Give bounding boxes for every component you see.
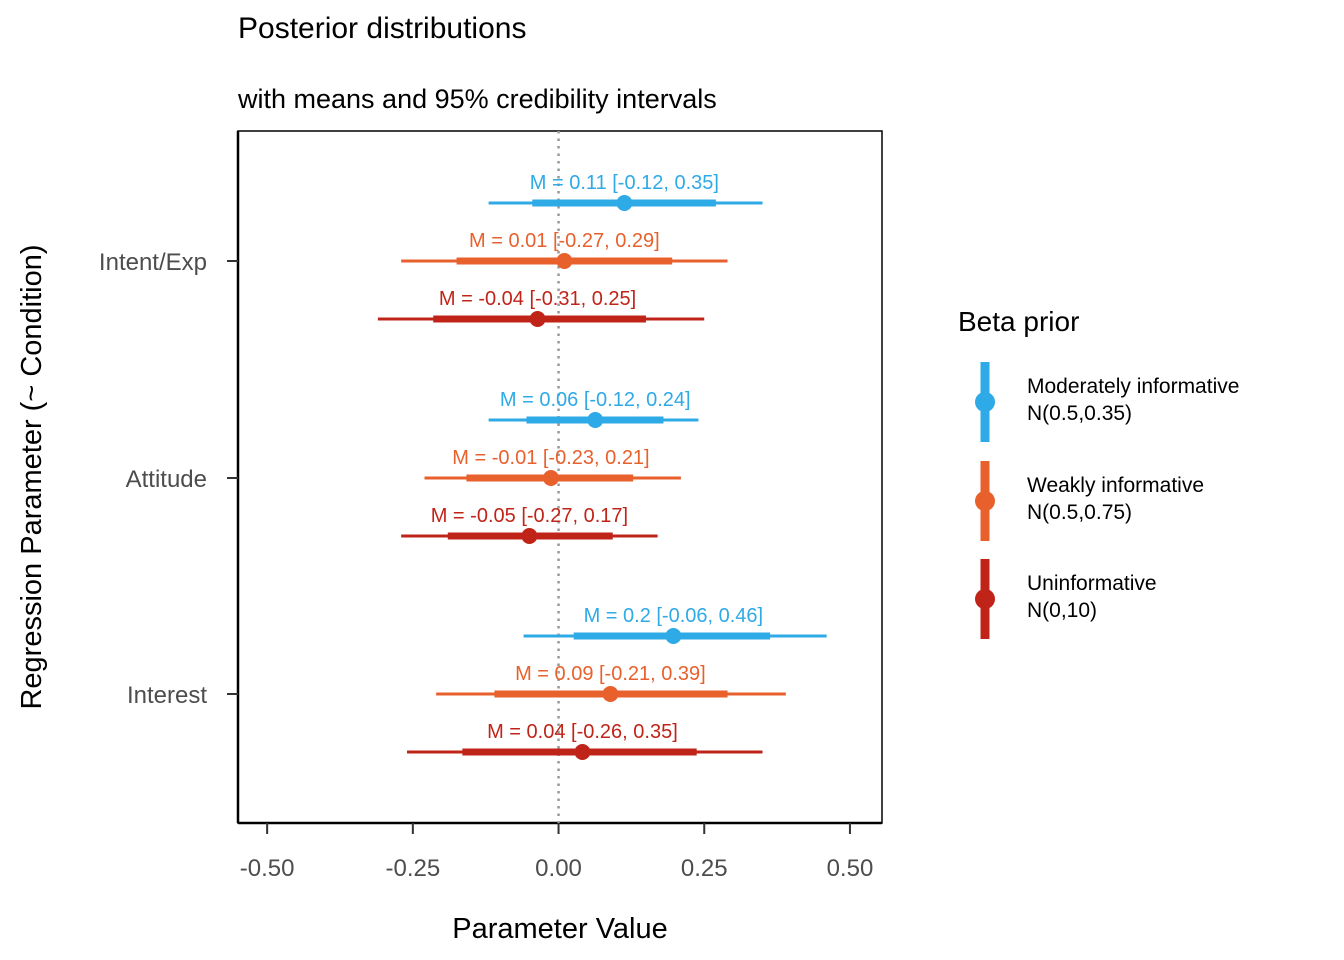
x-tick-label: 0.25: [681, 855, 728, 882]
data-label-interest: M = 0.2 [-0.06, 0.46]: [584, 605, 764, 627]
series-moderately-informative: M = 0.11 [-0.12, 0.35] M = 0.06 [-0.12, 0…: [488, 172, 827, 644]
data-label-intent-exp: M = -0.04 [-0.31, 0.25]: [439, 288, 636, 310]
data-label-interest: M = 0.04 [-0.26, 0.35]: [487, 721, 678, 743]
mean-point-attitude: [587, 412, 604, 428]
mean-point-intent-exp: [556, 253, 573, 269]
legend-label-moderately-informative: Moderately informative: [1027, 375, 1240, 398]
legend-key-moderately-informative: [975, 362, 995, 442]
mean-point-intent-exp: [529, 311, 546, 327]
legend-label-prior-moderately-informative: N(0.5,0.35): [1027, 402, 1133, 425]
y-tick-label: Intent/Exp: [99, 249, 207, 276]
legend-key-uninformative: [975, 559, 995, 639]
legend-key-weakly-informative: [975, 461, 995, 541]
mean-point-attitude: [542, 470, 559, 486]
data-label-attitude: M = 0.06 [-0.12, 0.24]: [500, 389, 691, 411]
data-label-intent-exp: M = 0.01 [-0.27, 0.29]: [469, 230, 660, 252]
y-tick-label: Attitude: [126, 466, 207, 493]
x-tick-label: 0.00: [535, 855, 582, 882]
mean-point-interest: [665, 628, 682, 644]
series-uninformative: M = -0.04 [-0.31, 0.25] M = -0.05 [-0.27,…: [377, 288, 763, 760]
x-tick-label: 0.50: [827, 855, 874, 882]
y-axis-title: Regression Parameter (~ Condition): [16, 244, 48, 709]
legend-item-moderately-informative: Moderately informative N(0.5,0.35): [968, 360, 1328, 450]
mean-point-interest: [574, 744, 591, 760]
mean-point-intent-exp: [616, 195, 633, 211]
legend-label-weakly-informative: Weakly informative: [1027, 474, 1205, 497]
y-tick-label: Interest: [127, 682, 207, 709]
mean-point-interest: [602, 686, 619, 702]
legend-label-uninformative: Uninformative: [1027, 572, 1157, 595]
series-weakly-informative: M = 0.01 [-0.27, 0.29] M = -0.01 [-0.23, …: [401, 230, 786, 702]
x-tick-label: -0.50: [240, 855, 295, 882]
x-axis-title: Parameter Value: [452, 913, 667, 945]
data-label-attitude: M = -0.05 [-0.27, 0.17]: [431, 505, 628, 527]
data-label-interest: M = 0.09 [-0.21, 0.39]: [515, 663, 706, 685]
legend-title: Beta prior: [958, 306, 1080, 337]
chart-subtitle: with means and 95% credibility intervals: [238, 84, 717, 114]
data-label-intent-exp: M = 0.11 [-0.12, 0.35]: [530, 172, 719, 194]
data-label-attitude: M = -0.01 [-0.23, 0.21]: [452, 447, 649, 469]
legend-label-prior-weakly-informative: N(0.5,0.75): [1027, 501, 1133, 524]
legend-item-weakly-informative: Weakly informative N(0.5,0.75): [968, 459, 1328, 549]
x-tick-label: -0.25: [385, 855, 440, 882]
chart-title: Posterior distributions: [238, 12, 527, 45]
legend-item-uninformative: Uninformative N(0,10): [968, 557, 1328, 647]
mean-point-attitude: [521, 528, 538, 544]
legend-label-prior-uninformative: N(0,10): [1027, 599, 1098, 622]
